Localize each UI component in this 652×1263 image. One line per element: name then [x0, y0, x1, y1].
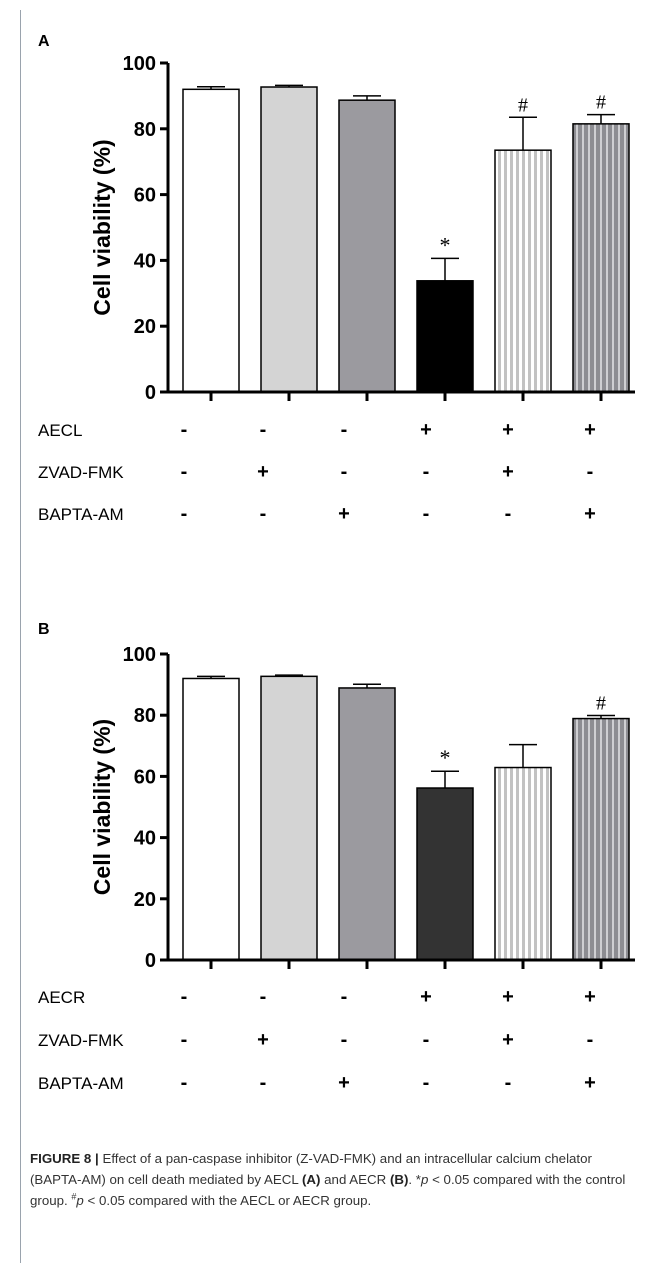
panel-b-treatment-sign: - — [181, 1072, 188, 1094]
panel-a-y-tick-label: 20 — [134, 316, 156, 338]
panel-a-treatment-sign: + — [257, 461, 269, 483]
caption-text-4: < 0.05 compared with the control group. — [30, 1172, 626, 1208]
panel-a-treatment-sign: + — [584, 503, 596, 525]
panel-b-bar — [182, 677, 240, 961]
panel-a-bar — [260, 86, 318, 393]
panel-b-treatment-sign: + — [257, 1029, 269, 1051]
panel-b-y-tick-label: 60 — [134, 766, 156, 788]
caption-ref-b: (B) — [389, 1172, 409, 1187]
panel-b-bar — [338, 687, 396, 961]
panel-b-treatment-sign: - — [423, 1072, 430, 1094]
panel-a-treatment-sign: - — [260, 503, 267, 525]
figure-frame — [20, 10, 652, 1263]
caption-text-2: and AECR — [320, 1172, 390, 1187]
panel-b-treatment-label: BAPTA-AM — [38, 1074, 124, 1093]
panel-a-y-tick-label: 80 — [134, 119, 156, 141]
panel-b-treatment-sign: - — [260, 986, 267, 1008]
panel-b-y-tick-label: 100 — [123, 644, 156, 666]
panel-a-treatment-sign: - — [181, 461, 188, 483]
panel-b-treatment-sign: - — [181, 1029, 188, 1051]
figure-caption: FIGURE 8 | Effect of a pan-caspase inhib… — [30, 1148, 630, 1211]
panel-a-treatment-sign: - — [260, 419, 267, 441]
panel-b-y-tick-label: 40 — [134, 828, 156, 850]
panel-b-y-tick-label: 0 — [145, 950, 156, 972]
panel-a-treatment-sign: - — [341, 419, 348, 441]
panel-b-treatment-sign: - — [341, 986, 348, 1008]
caption-text-1: Effect of a pan-caspase inhibitor (Z-VAD… — [30, 1151, 592, 1187]
panel-a-significance-mark: # — [518, 94, 528, 116]
panel-b-significance-mark: * — [440, 745, 451, 770]
panel-a-y-tick-label: 100 — [123, 53, 156, 75]
panel-a-treatment-sign: - — [341, 461, 348, 483]
panel-a-y-tick-label: 60 — [134, 185, 156, 207]
caption-text-5: < 0.05 compared with the AECL or AECR gr… — [83, 1193, 372, 1208]
panel-b-bar — [494, 766, 552, 961]
panel-b-treatment-sign: - — [423, 1029, 430, 1051]
panel-a-significance-mark: # — [596, 92, 606, 114]
panel-a-y-axis-title: Cell viability (%) — [89, 139, 115, 315]
panel-b-treatment-sign: + — [502, 986, 514, 1008]
caption-text-3: . * — [408, 1172, 421, 1187]
caption-p-2: p — [76, 1193, 84, 1208]
panel-a-significance-mark: * — [440, 232, 451, 257]
panel-a-treatment-sign: - — [423, 503, 430, 525]
panel-a-treatment-sign: + — [502, 419, 514, 441]
panel-b-y-axis-title: Cell viability (%) — [89, 719, 115, 895]
panel-b-y-tick-label: 80 — [134, 705, 156, 727]
panel-b-bar — [260, 675, 318, 961]
caption-hash: # — [71, 1191, 77, 1202]
panel-a-treatment-label: BAPTA-AM — [38, 505, 124, 524]
panel-a-treatment-sign: - — [505, 503, 512, 525]
panel-b-bar — [572, 717, 630, 961]
panel-b-treatment-sign: + — [502, 1029, 514, 1051]
panel-b-chart: B Cell viability (%) 0 20 40 60 80 100 * # AECR - - -… — [38, 621, 635, 1094]
panel-b-treatment-label: AECR — [38, 988, 85, 1007]
panel-a-treatment-sign: + — [502, 461, 514, 483]
panel-a-treatment-label: ZVAD-FMK — [38, 463, 124, 482]
caption-ref-a: (A) — [301, 1172, 321, 1187]
panel-a-treatment-sign: + — [584, 419, 596, 441]
panel-b-treatment-sign: - — [341, 1029, 348, 1051]
panel-b-letter: B — [38, 621, 50, 638]
panel-a-bar — [182, 88, 240, 393]
panel-b-treatment-sign: - — [587, 1029, 594, 1051]
panel-b-treatment-sign: + — [584, 986, 596, 1008]
panel-a-bar — [494, 149, 552, 393]
panel-b-treatment-sign: - — [181, 986, 188, 1008]
panel-a-treatment-sign: + — [338, 503, 350, 525]
panel-a-y-tick-label: 0 — [145, 382, 156, 404]
panel-a-chart: A Cell viability (%) 0 20 40 60 80 100 * # # AECL - -… — [38, 33, 635, 525]
figure-graphic: A Cell viability (%) 0 20 40 60 80 100 * # # AECL - -… — [38, 33, 635, 1094]
panel-b-treatment-sign: + — [420, 986, 432, 1008]
panel-b-treatment-sign: + — [584, 1072, 596, 1094]
panel-a-treatment-sign: - — [423, 461, 430, 483]
panel-a-bar — [338, 99, 396, 393]
panel-a-bar — [572, 123, 630, 393]
panel-a-treatment-label: AECL — [38, 421, 82, 440]
panel-a-treatment-sign: - — [181, 419, 188, 441]
panel-a-bar — [416, 280, 474, 393]
caption-p-1: p — [420, 1172, 429, 1187]
panel-b-y-tick-label: 20 — [134, 889, 156, 911]
panel-b-bar — [416, 787, 474, 961]
panel-b-treatment-label: ZVAD-FMK — [38, 1031, 124, 1050]
panel-b-treatment-sign: + — [338, 1072, 350, 1094]
panel-b-treatment-sign: - — [260, 1072, 267, 1094]
panel-a-treatment-sign: + — [420, 419, 432, 441]
figure-label: FIGURE 8 | — [30, 1151, 99, 1166]
panel-a-treatment-sign: - — [181, 503, 188, 525]
panel-a-treatment-sign: - — [587, 461, 594, 483]
panel-b-significance-mark: # — [596, 693, 606, 715]
panel-a-y-tick-label: 40 — [134, 250, 156, 272]
panel-b-treatment-sign: - — [505, 1072, 512, 1094]
panel-a-letter: A — [38, 33, 50, 50]
